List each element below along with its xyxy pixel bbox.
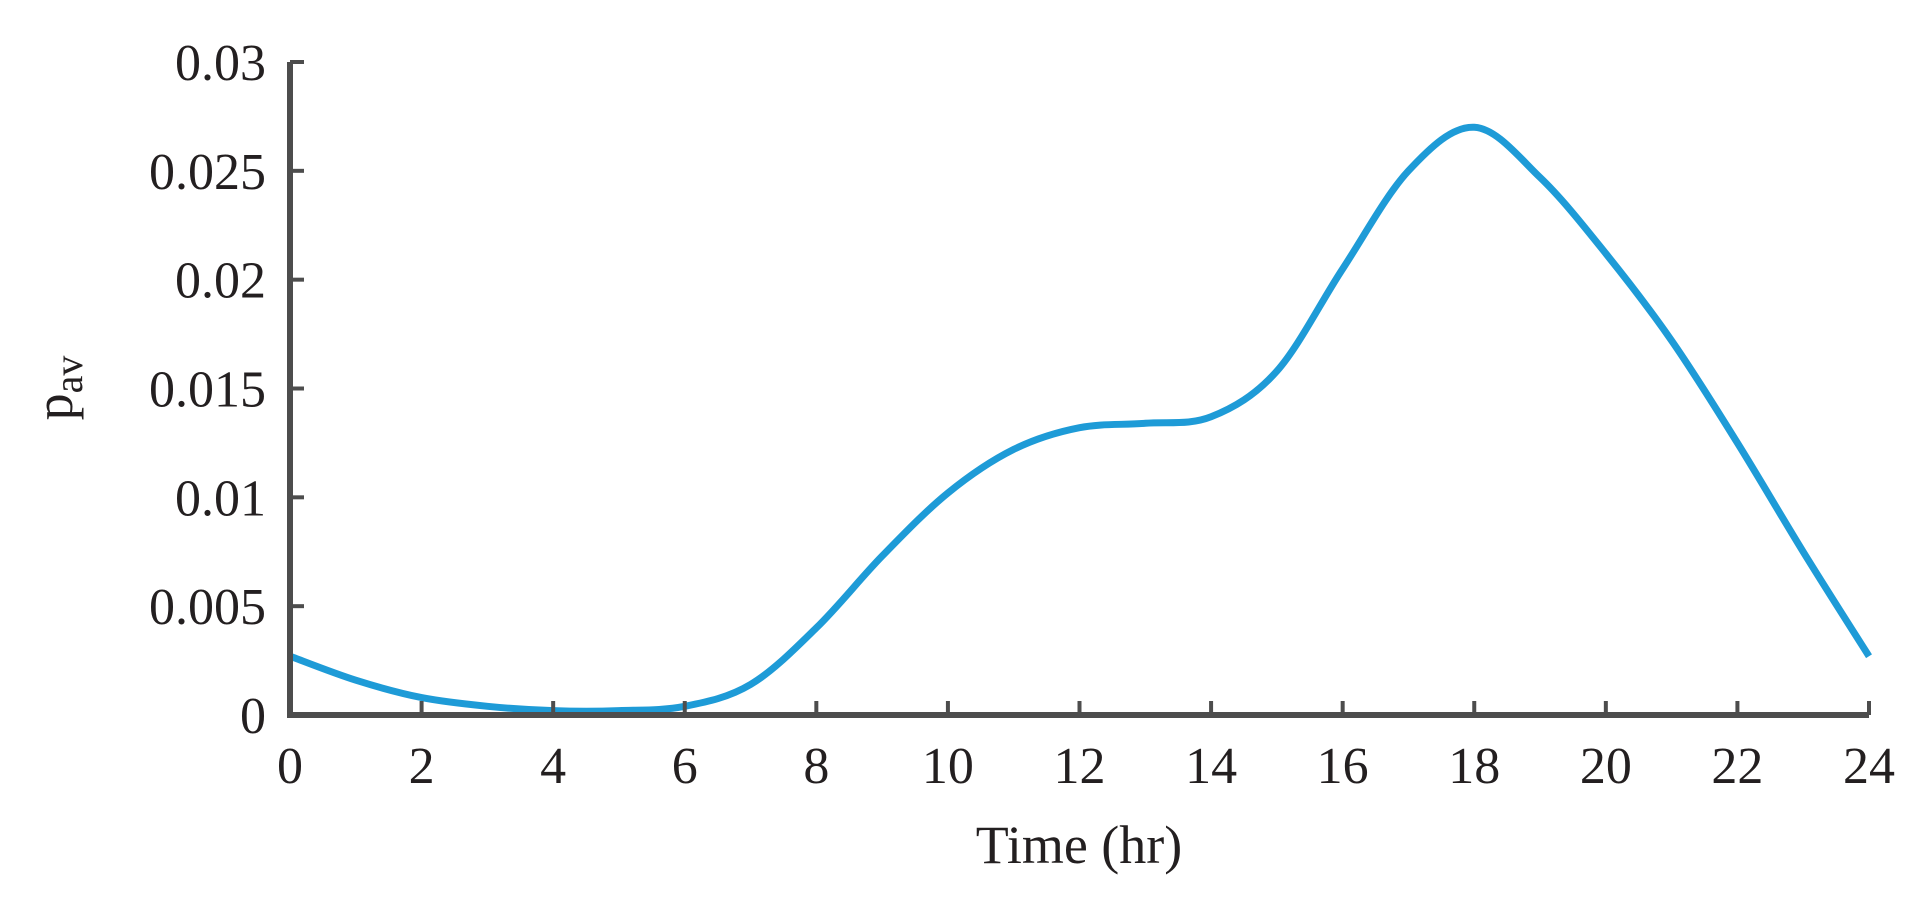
series-layer xyxy=(288,123,1872,715)
y-tick-label: 0.03 xyxy=(175,35,266,92)
x-tick-label: 20 xyxy=(1580,738,1632,795)
x-tick-label: 24 xyxy=(1843,738,1895,795)
y-axis-label-main: p xyxy=(24,393,84,420)
x-axis-label: Time (hr) xyxy=(976,815,1183,875)
series-line xyxy=(288,123,1872,715)
y-ticks: 0 0.005 0.01 0.015 0.02 0.025 0.03 xyxy=(149,35,304,745)
y-tick-label: 0.015 xyxy=(149,362,266,419)
axes xyxy=(287,62,1869,718)
y-tick-label: 0.02 xyxy=(175,253,266,310)
x-tick-label: 8 xyxy=(803,738,829,795)
y-tick-label: 0 xyxy=(240,688,266,745)
y-tick-label: 0.005 xyxy=(149,579,266,636)
x-tick-label: 12 xyxy=(1054,738,1106,795)
x-tick-label: 16 xyxy=(1317,738,1369,795)
x-tick-label: 0 xyxy=(277,738,303,795)
x-tick-label: 6 xyxy=(672,738,698,795)
y-tick-label: 0.01 xyxy=(175,470,266,527)
x-tick-label: 4 xyxy=(540,738,566,795)
x-tick-label: 10 xyxy=(922,738,974,795)
x-tick-label: 14 xyxy=(1185,738,1237,795)
y-axis-label: pav xyxy=(24,356,91,421)
x-ticks: 0 2 4 6 8 10 12 14 16 18 20 22 24 xyxy=(277,701,1895,795)
x-tick-label: 18 xyxy=(1448,738,1500,795)
y-axis-label-subscript: av xyxy=(46,356,91,394)
x-tick-label: 22 xyxy=(1711,738,1763,795)
y-tick-label: 0.025 xyxy=(149,144,266,201)
x-tick-label: 2 xyxy=(409,738,435,795)
